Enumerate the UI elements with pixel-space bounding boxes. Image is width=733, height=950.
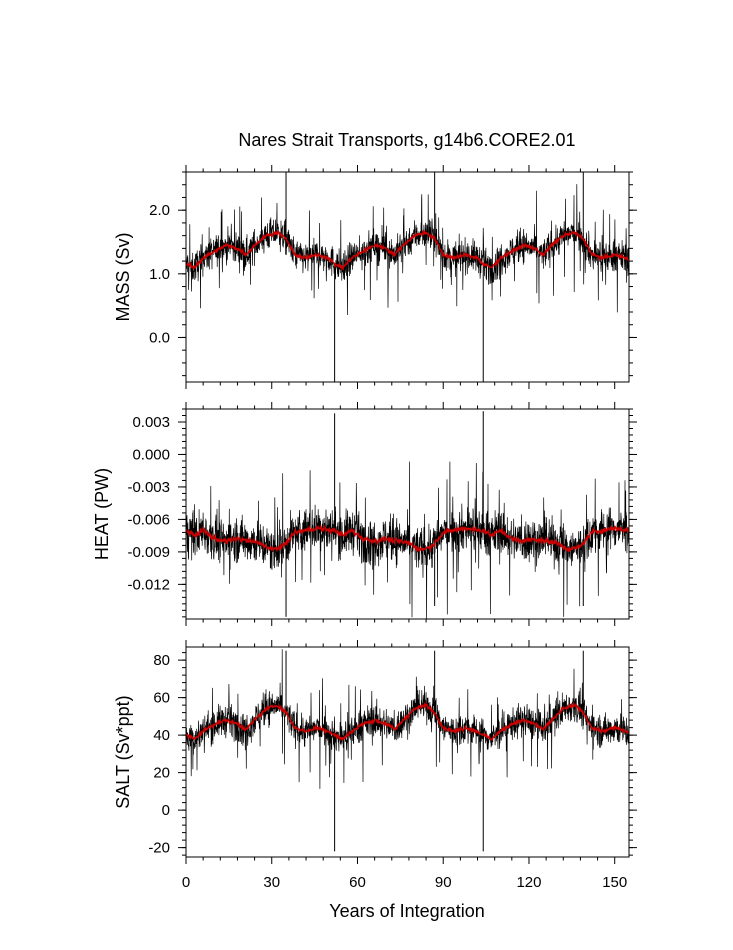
y-tick-label: -20 [148,840,170,857]
x-tick-label: 0 [182,874,190,891]
series-monthly [186,461,629,619]
y-tick-label: 60 [153,690,170,707]
y-tick-label: 0 [162,802,170,819]
panel-2: 0 30 60 90 120 150 80 60 40 20 0 -20 SALT (Sv*ppt) [113,640,637,891]
panel-1: 0.003 0.000 -0.003 -0.006 -0.009 -0.012 HEAT (… [92,402,637,626]
x-tick-label: 60 [349,874,366,891]
plot-frame [185,646,630,858]
x-tick-label: 30 [263,874,280,891]
series-smoothed [186,701,629,742]
series-monthly [186,649,629,789]
series-monthly [186,184,629,316]
y-axis-label: SALT (Sv*ppt) [113,695,133,808]
plot-frame [185,171,630,383]
x-tick-label: 150 [602,874,627,891]
series-smoothed [186,523,629,553]
y-tick-label: 2.0 [149,202,170,219]
y-tick-label: -0.009 [127,544,170,561]
y-tick-label: 40 [153,727,170,744]
y-tick-label: 0.000 [132,446,170,463]
plot-frame [185,408,630,620]
series-smoothed [186,229,629,271]
y-tick-label: -0.003 [127,479,170,496]
y-tick-label: -0.006 [127,511,170,528]
y-tick-label: 0.0 [149,329,170,346]
y-tick-label: 1.0 [149,266,170,283]
y-tick-label: 0.003 [132,414,170,431]
y-tick-label: 80 [153,652,170,669]
y-axis-label: MASS (Sv) [113,232,133,321]
panels: 0.0 1.0 2.0 MASS (Sv) 0.003 0.000 -0.003 -0.006… [92,165,637,891]
y-tick-label: 20 [153,765,170,782]
x-tick-label: 90 [435,874,452,891]
panel-0: 0.0 1.0 2.0 MASS (Sv) [113,165,637,389]
chart-title: Nares Strait Transports, g14b6.CORE2.01 [238,130,575,150]
x-tick-label: 120 [516,874,541,891]
y-axis-label: HEAT (PW) [92,468,112,560]
x-axis-label: Years of Integration [329,901,484,921]
y-tick-label: -0.012 [127,576,170,593]
